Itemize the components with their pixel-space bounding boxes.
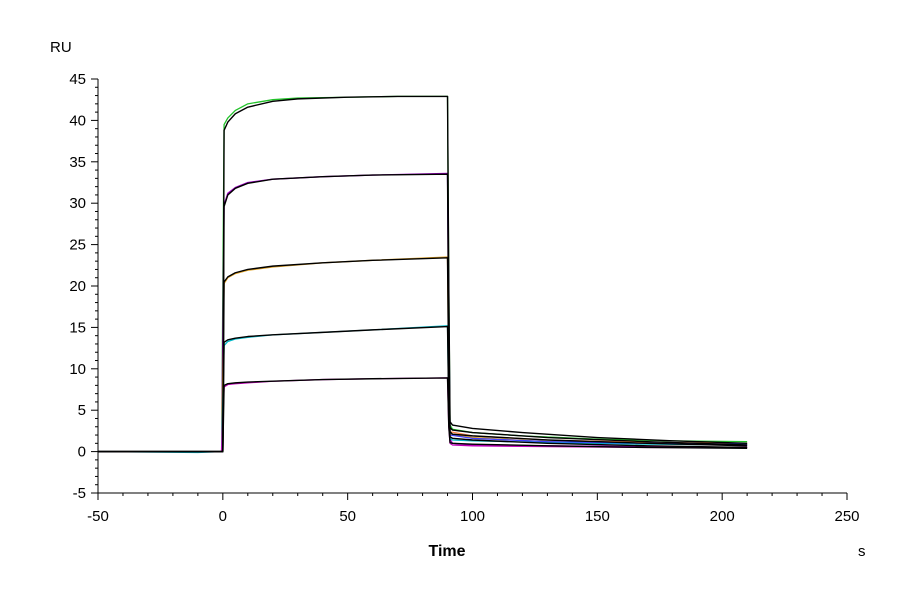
series-line-1: [98, 95, 748, 453]
y-tick-label: 40: [69, 112, 86, 129]
y-tick-label: 15: [69, 319, 86, 336]
x-axis-title: Time: [428, 543, 465, 560]
x-tick-label: 150: [585, 508, 610, 525]
x-tick-label: 100: [460, 508, 485, 525]
series-line-10: [98, 257, 748, 453]
y-tick-label: 20: [69, 278, 86, 295]
y-tick-label: 25: [69, 237, 86, 254]
y-tick-label: 35: [69, 154, 86, 171]
series-line-4: [97, 325, 748, 454]
y-tick-label: -5: [73, 485, 86, 502]
series-line-3: [98, 256, 748, 453]
y-tick-label: 0: [78, 444, 86, 461]
series-line-2: [98, 172, 748, 453]
series-line-8: [98, 95, 748, 453]
series-line-12: [98, 377, 748, 453]
series-line-11: [98, 325, 748, 453]
y-axis-unit: RU: [50, 39, 72, 56]
x-tick-label: 250: [834, 508, 859, 525]
y-tick-label: 10: [69, 361, 86, 378]
x-axis-unit: s: [858, 543, 866, 560]
series-line-7: [446, 174, 748, 445]
y-tick-label: 45: [69, 71, 86, 88]
x-axis-ticks: -50 0 50 100 150 200 250: [87, 493, 860, 525]
x-tick-label: 50: [339, 508, 356, 525]
series-lines: [97, 95, 748, 454]
x-tick-label: 0: [219, 508, 227, 525]
series-line-9: [98, 173, 748, 453]
x-tick-label: 200: [710, 508, 735, 525]
y-tick-label: 5: [78, 402, 86, 419]
y-axis-ticks: -5 0 5 10 15 20 25 30 35 40 45: [69, 71, 98, 502]
y-tick-label: 30: [69, 195, 86, 212]
series-line-6: [446, 257, 748, 444]
x-tick-label: -50: [87, 508, 109, 525]
